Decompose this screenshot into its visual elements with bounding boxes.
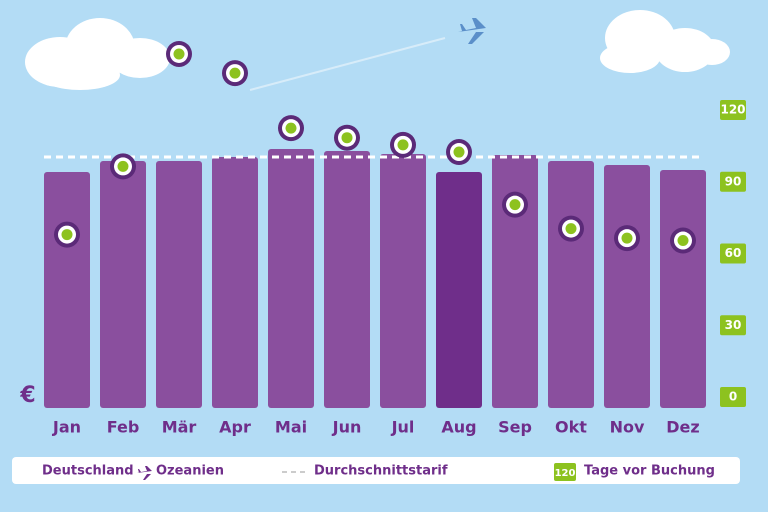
days-marker xyxy=(670,227,696,254)
y2-tick-icon xyxy=(720,315,746,336)
bar xyxy=(380,154,426,408)
legend-calendar-icon xyxy=(554,463,576,481)
marker-dot xyxy=(61,229,73,241)
bar xyxy=(156,161,202,408)
days-marker xyxy=(446,139,472,166)
marker-dot xyxy=(677,235,689,247)
y2-tick-label: 0 xyxy=(729,390,737,404)
marker-dot xyxy=(285,122,297,134)
days-marker xyxy=(334,124,360,151)
y2-tick-label: 30 xyxy=(725,318,742,332)
legend-calendar-label: 120 xyxy=(555,468,576,479)
x-tick-label: Jun xyxy=(332,418,362,437)
marker-dot xyxy=(453,146,465,158)
x-tick-label: Mai xyxy=(275,418,307,437)
legend-plane-icon xyxy=(137,466,152,480)
marker-dot xyxy=(565,223,577,235)
x-tick-label: Sep xyxy=(498,418,532,437)
days-marker xyxy=(166,40,192,67)
airplane xyxy=(458,18,486,44)
days-marker xyxy=(558,215,584,242)
cloud xyxy=(25,18,170,90)
y2-tick-icon xyxy=(720,171,746,192)
days-marker xyxy=(278,115,304,142)
x-tick-label: Mär xyxy=(162,418,197,437)
days-marker xyxy=(110,153,136,180)
x-tick-label: Feb xyxy=(107,418,140,437)
cloud xyxy=(600,10,730,73)
marker-dot xyxy=(397,139,409,151)
bar xyxy=(548,161,594,408)
marker-dot xyxy=(229,67,241,79)
y2-tick-label: 120 xyxy=(720,103,745,117)
y2-tick-label: 60 xyxy=(725,246,742,260)
legend-route-from: Deutschland xyxy=(42,464,134,479)
legend-average: Durchschnittstarif xyxy=(314,464,448,479)
bar xyxy=(100,161,146,408)
y2-tick-icon xyxy=(720,243,746,264)
x-tick-label: Okt xyxy=(555,418,587,437)
y2-tick-icon xyxy=(720,100,746,120)
x-tick-label: Dez xyxy=(666,418,699,437)
marker-dot xyxy=(341,132,353,144)
days-marker xyxy=(222,60,248,87)
marker-dot xyxy=(173,48,185,60)
marker-dot xyxy=(621,232,633,244)
marker-dot xyxy=(509,199,521,211)
days-marker xyxy=(54,221,80,248)
bar xyxy=(268,149,314,408)
days-marker xyxy=(390,131,416,158)
bar xyxy=(604,165,650,408)
days-marker xyxy=(614,225,640,252)
marker-dot xyxy=(117,160,129,172)
bar xyxy=(436,172,482,408)
currency-label: € xyxy=(19,383,35,408)
legend-route-to: Ozeanien xyxy=(156,464,224,479)
contrail xyxy=(249,37,446,91)
bar xyxy=(492,155,538,408)
bar xyxy=(660,170,706,408)
x-tick-label: Jul xyxy=(391,418,415,437)
bar xyxy=(324,151,370,408)
legend-days: Tage vor Buchung xyxy=(584,464,715,479)
y2-tick-label: 90 xyxy=(725,174,742,188)
bar xyxy=(44,172,90,408)
y2-tick-icon xyxy=(720,387,746,407)
x-tick-label: Jan xyxy=(52,418,81,437)
days-marker xyxy=(502,191,528,218)
x-tick-label: Aug xyxy=(441,418,476,437)
x-tick-label: Apr xyxy=(219,418,251,437)
bar xyxy=(212,157,258,408)
x-tick-label: Nov xyxy=(610,418,645,437)
